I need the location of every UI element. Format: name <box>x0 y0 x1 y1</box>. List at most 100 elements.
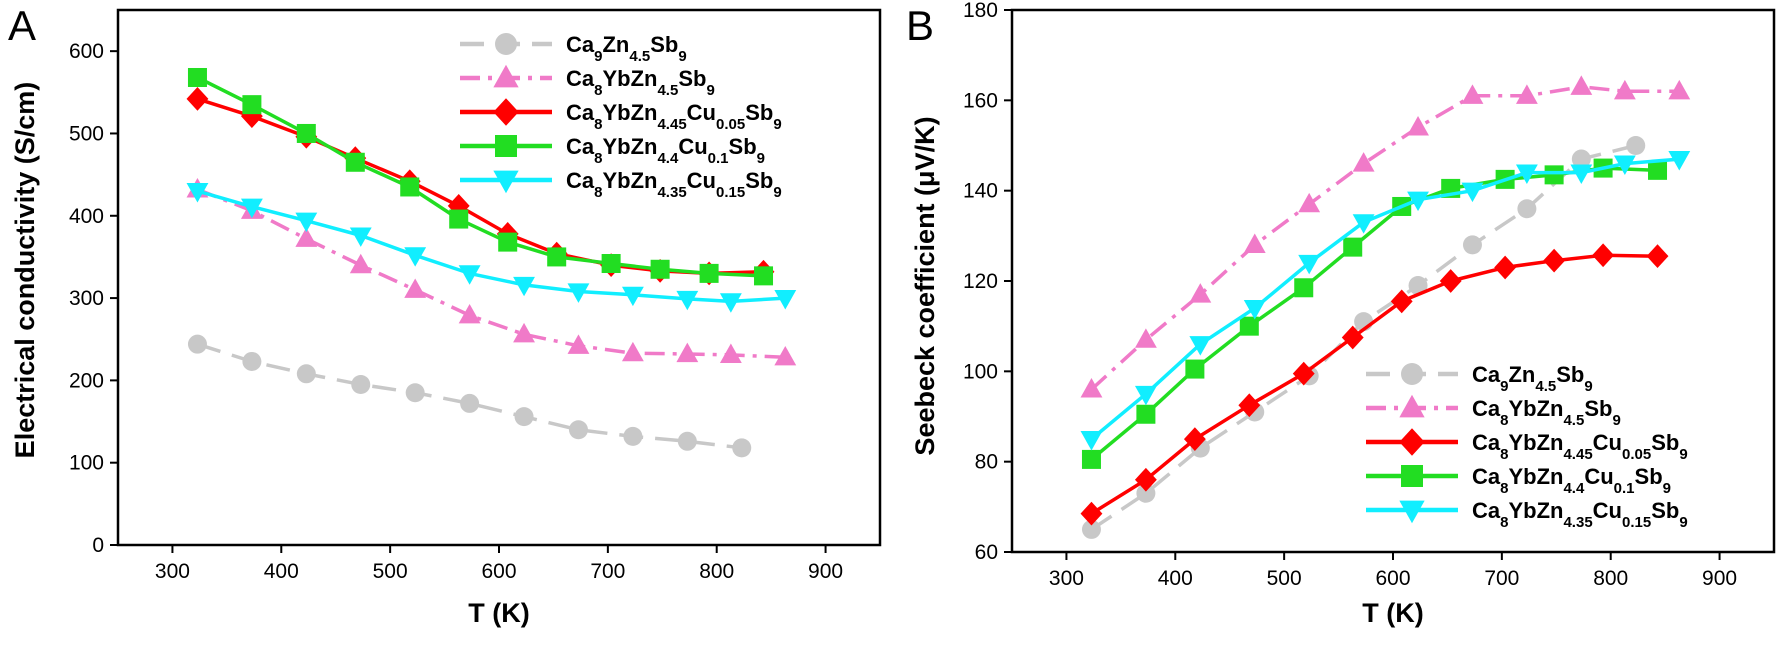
data-point <box>1646 244 1669 269</box>
x-tick-label: 800 <box>699 560 734 583</box>
legend-marker <box>1399 394 1425 418</box>
legend-label-part: Ca <box>1472 464 1501 489</box>
y-tick-label: 100 <box>963 360 998 383</box>
legend-label-part: Sb <box>1556 362 1584 387</box>
data-point <box>754 266 774 286</box>
data-point <box>1571 149 1591 169</box>
legend-label-part: 9 <box>757 150 765 167</box>
data-point <box>186 183 209 203</box>
legend-label-part: Zn <box>1508 362 1535 387</box>
data-point <box>1134 467 1157 492</box>
y-axis-label: Electrical conductivity (S/cm) <box>10 82 40 459</box>
legend-label-part: 4.45 <box>1563 446 1592 463</box>
legend-label-part: Ca <box>1472 430 1501 455</box>
y-tick-label: 160 <box>963 89 998 112</box>
data-point <box>621 286 644 307</box>
data-point <box>1407 191 1429 212</box>
legend-label-part: Cu <box>687 168 716 193</box>
data-point <box>1592 243 1615 268</box>
legend-label-part: 4.4 <box>657 150 679 167</box>
data-point <box>1080 501 1103 526</box>
legend-label-part: YbZn <box>602 66 657 91</box>
data-point <box>1408 276 1428 296</box>
legend-label-part: Ca <box>1472 362 1501 387</box>
legend-label-part: Cu <box>1593 498 1622 523</box>
data-point <box>1626 136 1646 155</box>
legend-marker <box>493 170 519 194</box>
series-4 <box>1080 150 1691 451</box>
data-point <box>1668 79 1691 100</box>
legend-label-part: 8 <box>1500 412 1508 429</box>
data-point <box>186 87 209 111</box>
data-point <box>676 290 699 311</box>
data-point <box>187 67 207 87</box>
series-1 <box>1080 75 1691 398</box>
legend-label-part: YbZn <box>1508 498 1563 523</box>
legend-label-part: Sb <box>729 134 757 159</box>
data-point <box>1407 116 1429 136</box>
legend-item-1: Ca8YbZn4.5Sb9 <box>460 64 715 99</box>
legend-label-part: 0.15 <box>1622 514 1651 531</box>
data-point <box>1352 214 1375 234</box>
data-point <box>1183 427 1206 451</box>
legend-label-part: 4.5 <box>1535 378 1556 395</box>
data-point <box>1134 385 1157 406</box>
data-point <box>1136 404 1156 424</box>
legend-label-part: Zn <box>602 32 629 57</box>
data-point <box>351 375 371 394</box>
panel-label-a: A <box>8 2 36 49</box>
legend-label-part: 8 <box>594 184 602 201</box>
legend-label-part: Ca <box>566 100 595 125</box>
legend-item-1: Ca8YbZn4.5Sb9 <box>1366 394 1621 429</box>
legend-label-part: 9 <box>1612 412 1620 429</box>
legend-label-part: 8 <box>1500 480 1508 497</box>
legend-marker <box>1399 500 1425 524</box>
legend-label-part: Ca <box>566 168 595 193</box>
legend-label-part: Cu <box>687 100 716 125</box>
data-point <box>601 254 621 274</box>
data-point <box>1080 378 1103 398</box>
legend-label-part: Sb <box>650 32 678 57</box>
legend-label-part: Sb <box>1651 498 1679 523</box>
legend-label-part: YbZn <box>602 134 657 159</box>
legend-label: Ca8YbZn4.45Cu0.05Sb9 <box>566 100 782 133</box>
data-point <box>400 177 420 197</box>
data-point <box>345 152 365 172</box>
data-point <box>1298 254 1321 275</box>
legend-marker <box>493 64 519 88</box>
data-point <box>719 343 742 363</box>
legend-label-part: 9 <box>1584 378 1592 395</box>
x-tick-label: 600 <box>1375 567 1410 590</box>
data-point <box>1613 79 1636 100</box>
legend-label-part: Sb <box>1635 464 1663 489</box>
legend-label-part: 0.05 <box>1622 446 1651 463</box>
data-point <box>676 342 699 363</box>
legend-marker <box>495 135 517 157</box>
data-point <box>568 420 588 440</box>
data-point <box>1439 269 1462 293</box>
series-3 <box>187 67 774 286</box>
legend-label-part: 4.4 <box>1563 480 1585 497</box>
data-point <box>296 123 316 143</box>
legend-item-2: Ca8YbZn4.45Cu0.05Sb9 <box>1366 428 1688 463</box>
data-point <box>699 263 719 283</box>
data-point <box>1298 192 1321 213</box>
data-point <box>732 438 752 458</box>
legend-label-part: Sb <box>745 100 773 125</box>
legend-label-part: YbZn <box>1508 396 1563 421</box>
data-point <box>513 322 535 343</box>
panel-b: B T (K) Seebeck coefficient (μV/K) 300 40… <box>906 0 1776 628</box>
x-tick-label: 500 <box>1267 567 1302 590</box>
data-point <box>774 290 797 310</box>
data-point <box>1134 328 1157 348</box>
legend-marker <box>1401 363 1423 385</box>
x-tick-label: 900 <box>808 560 843 583</box>
data-point <box>404 278 427 298</box>
legend-marker <box>1401 465 1423 487</box>
data-point <box>774 345 797 366</box>
y-tick-label: 300 <box>69 287 104 310</box>
data-point <box>513 276 535 297</box>
legend-label-part: Ca <box>566 32 595 57</box>
legend-marker <box>493 98 519 126</box>
x-tick-label: 300 <box>155 560 190 583</box>
